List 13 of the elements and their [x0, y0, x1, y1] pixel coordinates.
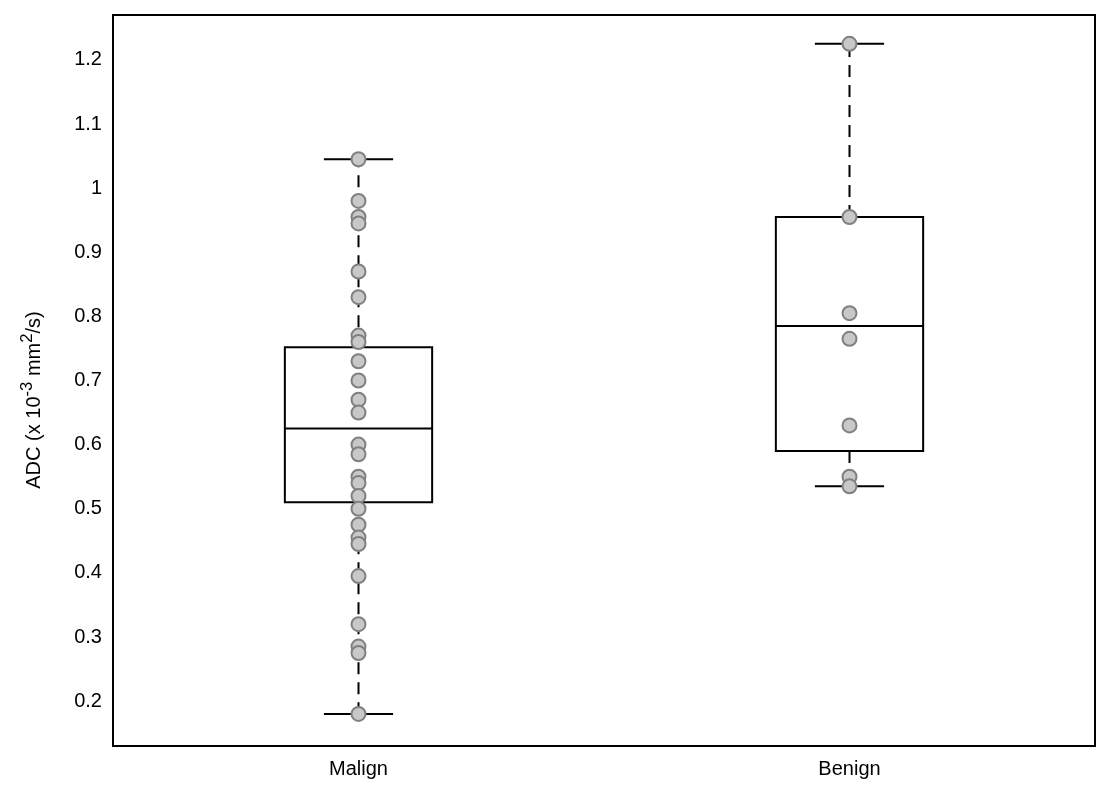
y-tick-label: 1.1: [74, 111, 102, 134]
y-tick-label: 1: [90, 175, 102, 198]
y-tick-label: 0.7: [74, 368, 102, 391]
y-tick-label: 0.6: [74, 432, 102, 455]
y-tick-label: 0.2: [74, 688, 102, 711]
y-tick-label: 0.5: [74, 496, 102, 519]
y-tick-label: 0.9: [74, 239, 102, 262]
y-tick-label: 1.2: [74, 47, 102, 70]
y-tick-label: 0.4: [74, 560, 102, 583]
x-tick-label: Benign: [818, 756, 881, 779]
x-tick-label: Malign: [329, 756, 388, 779]
y-tick-label: 0.8: [74, 303, 102, 326]
y-tick-label: 0.3: [74, 624, 102, 647]
